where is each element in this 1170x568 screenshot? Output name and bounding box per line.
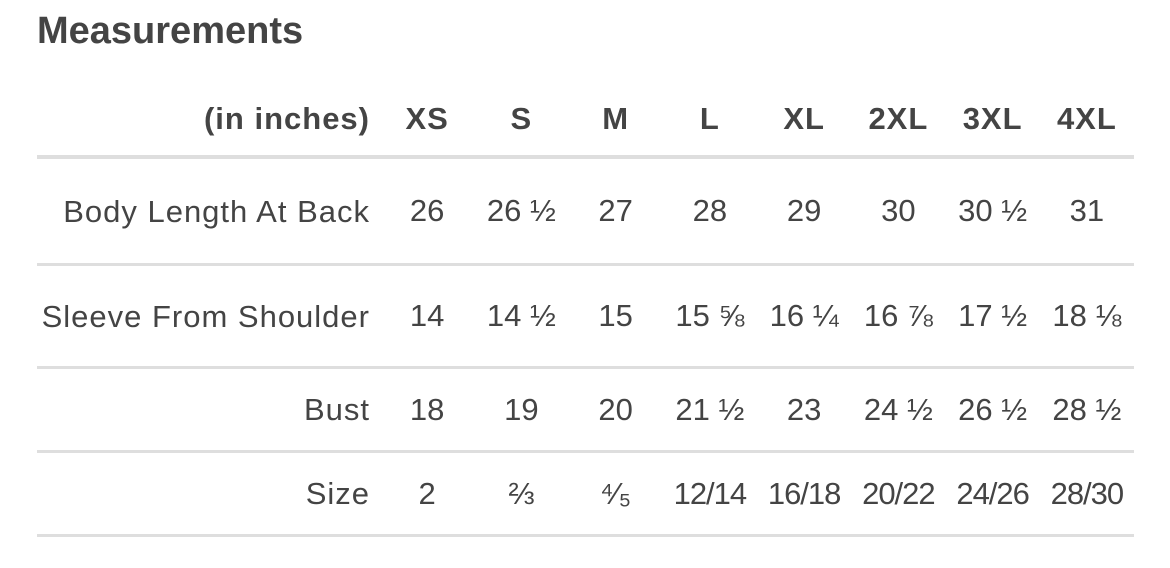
measurement-cell: 15 ⅝ bbox=[662, 264, 757, 369]
row-label: Size bbox=[37, 451, 380, 537]
measurement-cell: 16 ¼ bbox=[757, 264, 852, 369]
measurement-cell: 26 bbox=[380, 157, 475, 266]
size-header: 3XL bbox=[945, 82, 1040, 159]
measurement-cell: ⅔ bbox=[474, 451, 569, 537]
table-row: Size 2 ⅔ ⁴⁄₅ 12/14 16/18 20/22 24/26 28/30 bbox=[37, 451, 1134, 537]
measurement-cell: ⁴⁄₅ bbox=[568, 451, 663, 537]
table-row: Bust 18 19 20 21 ½ 23 24 ½ 26 ½ 28 ½ bbox=[37, 367, 1134, 453]
table-row: Body Length At Back 26 26 ½ 27 28 29 30 30 ½ 31 bbox=[37, 157, 1134, 266]
measurement-cell: 27 bbox=[568, 157, 663, 266]
measurement-cell: 26 ½ bbox=[945, 367, 1040, 453]
size-header: XS bbox=[380, 82, 475, 159]
measurement-cell: 24 ½ bbox=[851, 367, 946, 453]
measurement-cell: 17 ½ bbox=[945, 264, 1040, 369]
row-label: Bust bbox=[37, 367, 380, 453]
size-header: 4XL bbox=[1039, 82, 1134, 159]
row-label: Body Length At Back bbox=[37, 157, 380, 266]
measurement-cell: 16 ⅞ bbox=[851, 264, 946, 369]
measurement-cell: 24/26 bbox=[945, 451, 1040, 537]
measurement-cell: 16/18 bbox=[757, 451, 852, 537]
unit-header: (in inches) bbox=[37, 82, 380, 159]
measurement-cell: 14 ½ bbox=[474, 264, 569, 369]
measurement-cell: 29 bbox=[757, 157, 852, 266]
table-row: Sleeve From Shoulder 14 14 ½ 15 15 ⅝ 16 ¼ 16 ⅞… bbox=[37, 264, 1134, 369]
size-header: M bbox=[568, 82, 663, 159]
row-label: Sleeve From Shoulder bbox=[37, 264, 380, 369]
size-header: S bbox=[474, 82, 569, 159]
measurement-cell: 2 bbox=[380, 451, 475, 537]
measurement-cell: 14 bbox=[380, 264, 475, 369]
measurement-cell: 18 bbox=[380, 367, 475, 453]
measurement-cell: 26 ½ bbox=[474, 157, 569, 266]
measurement-cell: 20 bbox=[568, 367, 663, 453]
size-header: 2XL bbox=[851, 82, 946, 159]
measurement-cell: 15 bbox=[568, 264, 663, 369]
measurement-cell: 28 ½ bbox=[1039, 367, 1134, 453]
measurement-cell: 18 ⅛ bbox=[1039, 264, 1134, 369]
page-title: Measurements bbox=[37, 10, 304, 52]
measurement-cell: 31 bbox=[1039, 157, 1134, 266]
measurement-cell: 19 bbox=[474, 367, 569, 453]
measurement-cell: 12/14 bbox=[662, 451, 757, 537]
size-header: L bbox=[662, 82, 757, 159]
measurement-cell: 20/22 bbox=[851, 451, 946, 537]
measurement-cell: 30 bbox=[851, 157, 946, 266]
measurement-cell: 28/30 bbox=[1039, 451, 1134, 537]
measurement-cell: 28 bbox=[662, 157, 757, 266]
measurement-cell: 30 ½ bbox=[945, 157, 1040, 266]
measurement-cell: 21 ½ bbox=[662, 367, 757, 453]
measurement-cell: 23 bbox=[757, 367, 852, 453]
size-header: XL bbox=[757, 82, 852, 159]
measurements-table: (in inches) XS S M L XL 2XL 3XL 4XL Body… bbox=[37, 82, 1134, 537]
header-row: (in inches) XS S M L XL 2XL 3XL 4XL bbox=[37, 82, 1134, 159]
